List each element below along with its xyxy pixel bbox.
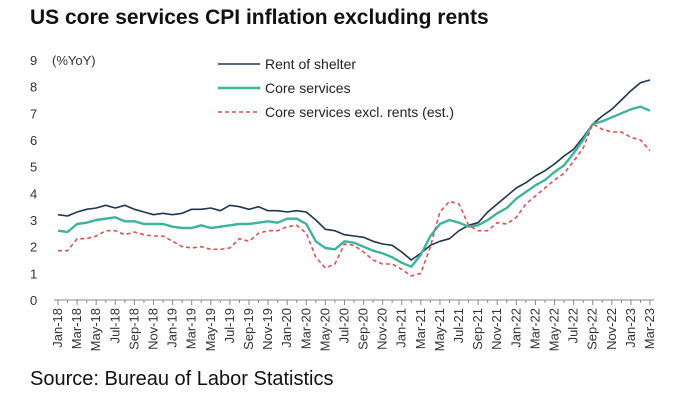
chart-title: US core services CPI inflation excluding… [30,6,489,29]
y-tick-label: 4 [30,186,37,201]
legend-label: Core services excl. rents (est.) [265,104,454,120]
y-tick-label: 6 [30,133,37,148]
x-tick-label: Jul-18 [107,308,122,343]
x-tick-label: Sep-21 [470,308,485,350]
x-tick-label: Mar-18 [69,308,84,349]
x-tick-label: Jul-19 [222,308,237,343]
y-tick-label: 2 [30,240,37,255]
series-line-rent-of-shelter [57,79,651,261]
y-tick-label: 7 [30,106,37,121]
y-tick-label: 3 [30,213,37,228]
x-tick-label: Mar-21 [413,308,428,349]
y-tick-label: 8 [30,80,37,95]
source-note: Source: Bureau of Labor Statistics [30,368,334,390]
x-tick-label: Nov-19 [260,308,275,350]
x-tick-label: Jul-20 [336,308,351,343]
x-tick-label: Sep-18 [126,308,141,350]
x-tick-label: May-21 [432,308,447,351]
x-tick-label: Sep-22 [585,308,600,350]
legend-label: Rent of shelter [265,56,356,72]
y-tick-label: 9 [30,53,37,68]
series-line-core-services-excl-rents-est [58,123,651,277]
x-tick-label: Sep-19 [241,308,256,350]
x-tick-label: May-19 [203,308,218,351]
x-tick-label: Mar-22 [527,308,542,349]
x-tick-label: May-18 [88,308,103,351]
series-line-core-services [57,105,651,268]
legend-label: Core services [265,80,351,96]
x-tick-label: Jan-18 [50,308,65,348]
y-tick-label: 1 [30,266,37,281]
x-tick-label: Nov-21 [489,308,504,350]
x-tick-label: Jul-22 [566,308,581,343]
x-tick-label: Sep-20 [356,308,371,350]
x-tick-label: Jan-20 [279,308,294,348]
x-tick-label: May-20 [317,308,332,351]
x-tick-label: Jan-21 [394,308,409,348]
x-tick-label: Jan-23 [623,308,638,348]
x-tick-label: Nov-20 [375,308,390,350]
x-tick-label: Mar-20 [298,308,313,349]
x-tick-label: Nov-18 [145,308,160,350]
x-tick-label: May-22 [547,308,562,351]
x-tick-label: Mar-19 [184,308,199,349]
x-tick-label: Mar-23 [642,308,657,349]
y-tick-label: 0 [30,293,37,308]
y-tick-label: 5 [30,160,37,175]
x-tick-label: Nov-22 [604,308,619,350]
x-tick-label: Jul-21 [451,308,466,343]
x-tick-label: Jan-22 [508,308,523,348]
x-tick-label: Jan-19 [165,308,180,348]
y-axis-unit-label: (%YoY) [52,53,96,68]
